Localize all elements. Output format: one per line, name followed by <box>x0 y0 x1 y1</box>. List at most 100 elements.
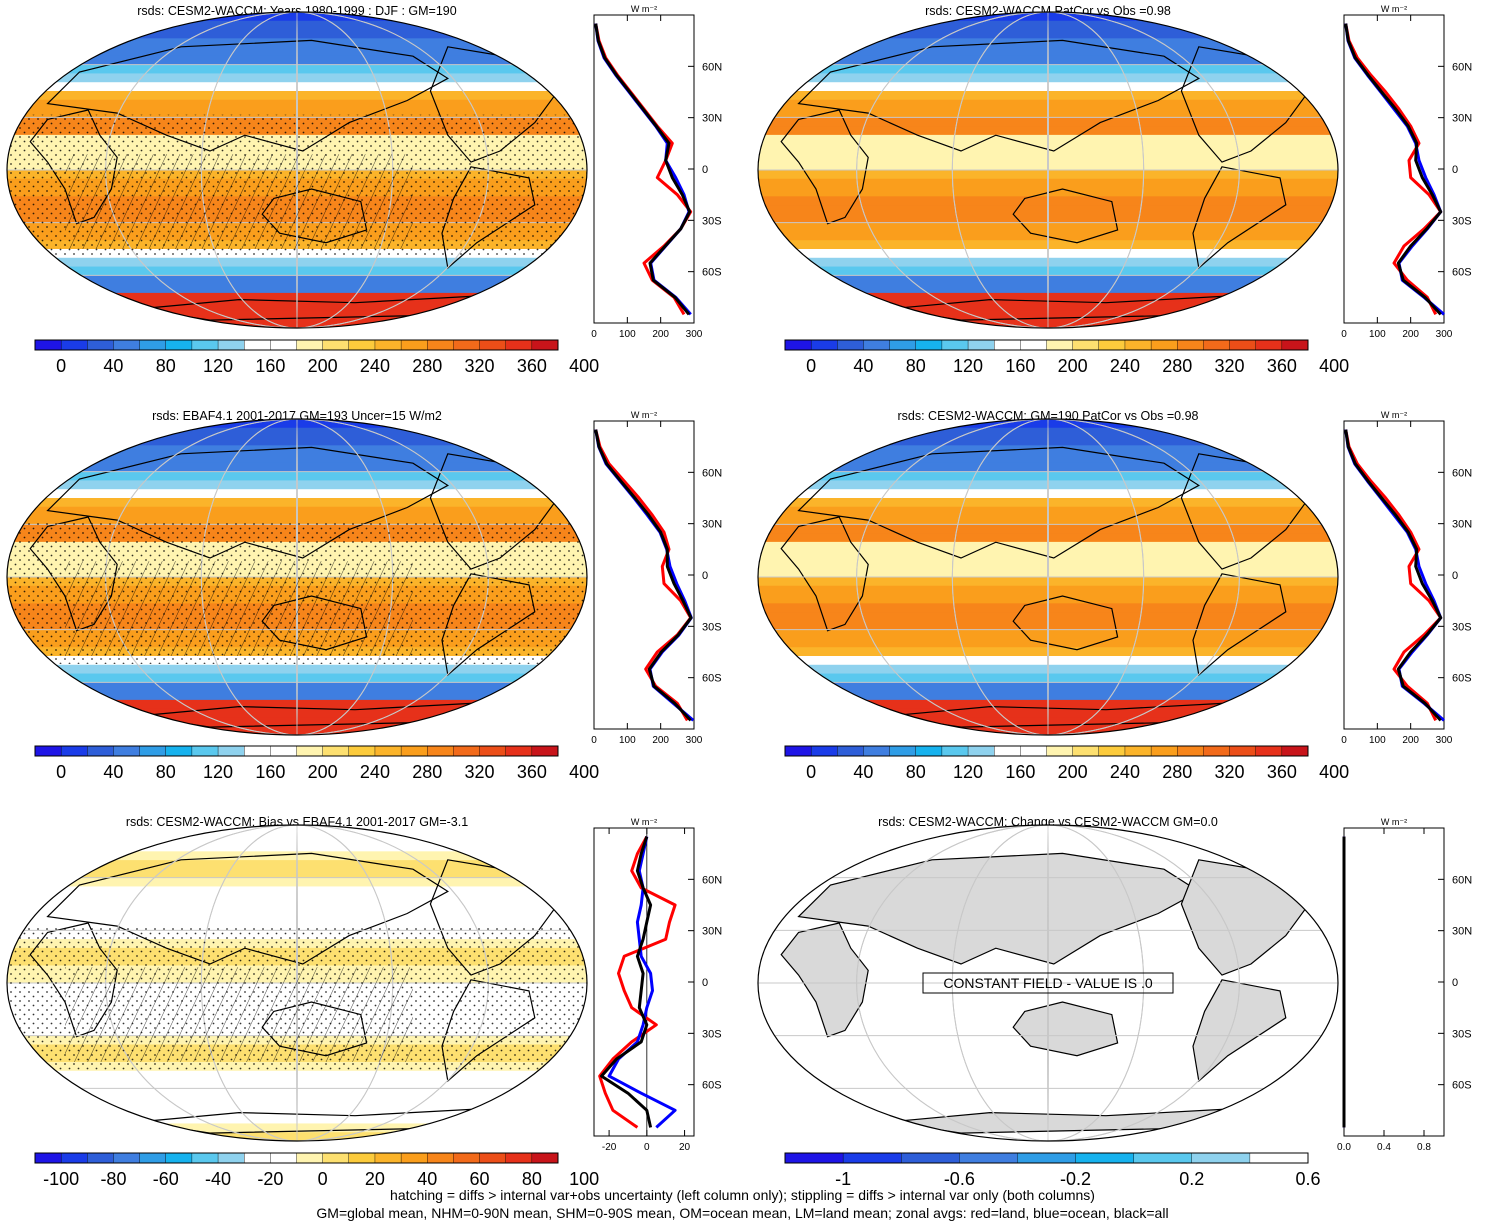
zonal-frame <box>593 420 695 730</box>
zonal-ytick-label: 60N <box>1452 874 1472 886</box>
zonal-ytick-label: 30N <box>1452 113 1472 125</box>
colorbar-tick-label: 100 <box>569 1169 599 1189</box>
colorbar-swatch <box>1255 339 1283 351</box>
zonal-line-land <box>1344 429 1443 722</box>
colorbar-tick-label: 40 <box>103 762 123 782</box>
colorbar-tick-label: 60 <box>470 1169 490 1189</box>
colorbar-swatch <box>165 745 193 757</box>
colorbar-swatch <box>1177 339 1204 351</box>
map-title: rsds: CESM2-WACCM: Years 1980-1999 : DJF… <box>137 4 456 18</box>
colorbar: 0 40 80 120 160 200 240 280 320 360 400 <box>34 745 599 782</box>
colorbar-swatch <box>348 339 376 351</box>
zonal-ytick-label: 60S <box>702 267 722 279</box>
graticule-meridian <box>1047 419 1049 735</box>
zonal-xtick-label: 300 <box>686 329 703 340</box>
zonal-ytick-label: 60N <box>702 61 722 73</box>
map-title: rsds: CESM2-WACCM PatCor vs Obs =0.98 <box>925 4 1171 18</box>
zonal-mean-panel: W m⁻² -20 0 20 60N 30N 0 30S 60S <box>593 817 722 1153</box>
colorbar-swatch <box>941 339 969 351</box>
colorbar-swatch <box>837 745 864 757</box>
colorbar-swatch <box>1046 339 1074 351</box>
colorbar-swatch <box>322 339 350 351</box>
colorbar-swatch <box>1133 1152 1193 1164</box>
colorbar-tick-label: 80 <box>156 356 176 376</box>
colorbar-tick-label: -60 <box>153 1169 179 1189</box>
colorbar-swatch <box>531 745 559 757</box>
zonal-ytick-label: 30N <box>1452 519 1472 531</box>
map-border <box>757 11 1339 329</box>
colorbar-swatch <box>941 745 969 757</box>
colorbar-tick-label: 0 <box>318 1169 328 1189</box>
colorbar-swatch <box>1098 745 1126 757</box>
colorbar-swatch <box>784 745 812 757</box>
colorbar-tick-label: 200 <box>1058 356 1088 376</box>
colorbar-swatch <box>113 745 141 757</box>
colorbar-swatch <box>87 1152 114 1164</box>
colorbar-tick-label: 240 <box>360 762 390 782</box>
colorbar-tick-label: 0.2 <box>1179 1169 1204 1189</box>
colorbar-swatch <box>1020 745 1047 757</box>
zonal-xtick-label: 0 <box>591 735 597 746</box>
colorbar-tick-label: 320 <box>1215 356 1245 376</box>
colorbar-swatch <box>505 1152 533 1164</box>
colorbar-tick-label: -0.2 <box>1060 1169 1091 1189</box>
zonal-units: W m⁻² <box>631 410 657 420</box>
colorbar-swatch <box>296 339 324 351</box>
map-field <box>758 12 1338 328</box>
graticule-meridian <box>856 825 1240 1141</box>
colorbar-tick-label: 80 <box>906 762 926 782</box>
colorbar-swatch <box>889 339 917 351</box>
zonal-ytick-label: 0 <box>1452 164 1458 176</box>
colorbar-swatch <box>34 339 62 351</box>
colorbar-tick-label: 0 <box>806 356 816 376</box>
colorbar-tick-label: 400 <box>1319 762 1349 782</box>
colorbar-tick-label: 360 <box>1267 356 1297 376</box>
colorbar-tick-label: 400 <box>569 762 599 782</box>
colorbar: -100 -80 -60 -40 -20 0 20 40 60 80 100 <box>34 1152 599 1189</box>
colorbar-tick-label: 280 <box>1162 356 1192 376</box>
colorbar-tick-label: 400 <box>1319 356 1349 376</box>
colorbar-swatch <box>87 339 114 351</box>
colorbar-swatch <box>889 745 917 757</box>
colorbar-tick-label: 320 <box>465 356 495 376</box>
zonal-units: W m⁻² <box>631 4 657 14</box>
graticule-meridian <box>856 12 1240 328</box>
zonal-mean-panel: W m⁻² 0.0 0.4 0.8 60N 30N 0 30S 60S <box>1337 817 1472 1153</box>
colorbar-swatch <box>453 745 481 757</box>
map-field <box>7 825 587 1141</box>
colorbar-swatch <box>915 745 943 757</box>
continent-outline <box>780 109 869 225</box>
colorbar-swatch <box>1177 745 1204 757</box>
colorbar-swatch <box>453 1152 481 1164</box>
colorbar-tick-label: -80 <box>100 1169 126 1189</box>
colorbar-swatch <box>191 339 219 351</box>
continent-outline <box>797 39 1200 152</box>
zonal-mean-panel: W m⁻² 0 100 200 300 60N 30N 0 30S 60S <box>591 4 722 340</box>
colorbar-swatch <box>1203 745 1231 757</box>
colorbar-swatch <box>400 339 428 351</box>
zonal-line-land <box>598 835 677 1129</box>
zonal-line-all <box>1344 429 1443 722</box>
zonal-ytick-label: 0 <box>1452 977 1458 989</box>
zonal-xtick-label: 100 <box>1369 329 1386 340</box>
zonal-line-all <box>1344 23 1443 316</box>
graticule-meridian <box>951 419 1145 735</box>
colorbar-tick-label: 40 <box>853 356 873 376</box>
colorbar-tick-label: 240 <box>1110 762 1140 782</box>
map-border <box>6 824 588 1142</box>
colorbar: 0 40 80 120 160 200 240 280 320 360 400 <box>784 339 1349 376</box>
colorbar-swatch <box>243 1152 271 1164</box>
zonal-line-land <box>594 429 693 722</box>
colorbar-swatch <box>479 339 507 351</box>
colorbar-tick-label: 20 <box>365 1169 385 1189</box>
colorbar-swatch <box>60 745 88 757</box>
continent-outline <box>1192 166 1287 270</box>
colorbar-tick-label: 80 <box>156 762 176 782</box>
colorbar-swatch <box>915 339 943 351</box>
colorbar-swatch <box>348 745 376 757</box>
colorbar-swatch <box>34 1152 62 1164</box>
colorbar-swatch <box>139 339 167 351</box>
zonal-units: W m⁻² <box>1381 817 1407 827</box>
zonal-ytick-label: 60N <box>702 874 722 886</box>
zonal-ytick-label: 30N <box>1452 926 1472 938</box>
